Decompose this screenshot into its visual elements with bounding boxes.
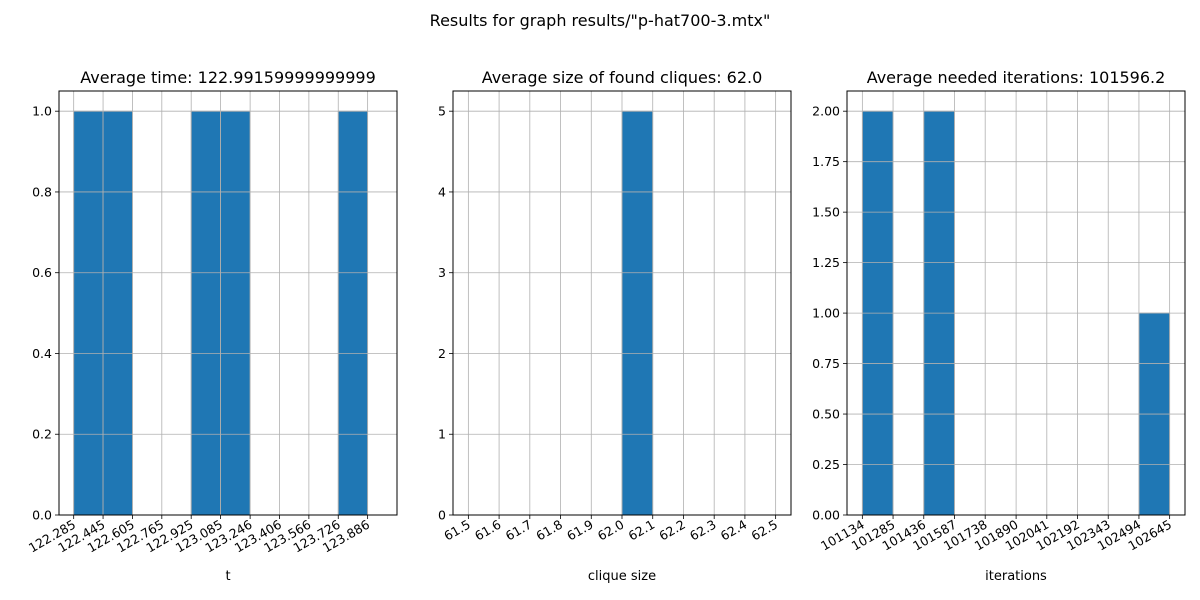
x-tick-label: 62.5 — [749, 517, 781, 544]
y-tick-label: 0.50 — [812, 407, 840, 422]
y-tick-label: 0.25 — [812, 457, 840, 472]
x-tick-label: 62.3 — [687, 517, 719, 544]
histogram-bar — [621, 110, 654, 516]
histogram-bar — [190, 110, 221, 516]
x-tick-label: 62.1 — [626, 517, 658, 544]
y-tick-label: 5 — [438, 104, 446, 119]
subplot-title: Average time: 122.99159999999999 — [80, 68, 376, 87]
y-tick-label: 0.2 — [32, 427, 52, 442]
y-tick-label: 1.75 — [812, 154, 840, 169]
y-tick-label: 1.00 — [812, 306, 840, 321]
subplot-title: Average needed iterations: 101596.2 — [867, 68, 1166, 87]
y-tick-label: 0.75 — [812, 356, 840, 371]
histogram-bar — [220, 110, 251, 516]
y-tick-label: 2 — [438, 346, 446, 361]
x-axis-label: clique size — [588, 569, 656, 584]
y-tick-label: 0.4 — [32, 346, 52, 361]
y-tick-label: 2.00 — [812, 104, 840, 119]
x-tick-label: 61.7 — [503, 517, 535, 544]
y-tick-label: 1.50 — [812, 205, 840, 220]
y-tick-label: 4 — [438, 184, 446, 199]
y-tick-label: 3 — [438, 265, 446, 280]
subplot-title: Average size of found cliques: 62.0 — [482, 68, 763, 87]
y-tick-label: 0.8 — [32, 184, 52, 199]
subplot-1: 122.285122.445122.605122.765122.925123.0… — [26, 68, 398, 584]
y-tick-label: 1.25 — [812, 255, 840, 270]
y-tick-label: 0 — [438, 508, 446, 523]
y-tick-label: 0.0 — [32, 508, 52, 523]
y-tick-label: 1 — [438, 427, 446, 442]
histogram-bar — [73, 110, 104, 516]
subplot-3: 1011341012851014361015871017381018901020… — [812, 68, 1186, 584]
x-axis-label: t — [225, 569, 230, 584]
x-tick-label: 62.4 — [718, 517, 750, 544]
y-tick-label: 0.00 — [812, 508, 840, 523]
x-tick-label: 62.2 — [656, 517, 688, 544]
x-tick-label: 61.6 — [472, 517, 504, 544]
x-tick-label: 61.8 — [533, 517, 565, 544]
subplots: 122.285122.445122.605122.765122.925123.0… — [26, 68, 1186, 584]
axes-frame — [58, 90, 398, 516]
y-tick-label: 1.0 — [32, 104, 52, 119]
x-tick-label: 62.0 — [595, 517, 627, 544]
histogram-bar — [102, 110, 133, 516]
figure-suptitle: Results for graph results/"p-hat700-3.mt… — [430, 11, 771, 30]
histogram-bar — [337, 110, 369, 516]
x-tick-label: 61.9 — [564, 517, 596, 544]
x-axis-label: iterations — [985, 569, 1047, 584]
subplot-2: 61.5 61.6 61.7 61.8 61.9 62.0 62.1 62.2 62.3 62.4… — [438, 68, 792, 584]
y-tick-label: 0.6 — [32, 265, 52, 280]
